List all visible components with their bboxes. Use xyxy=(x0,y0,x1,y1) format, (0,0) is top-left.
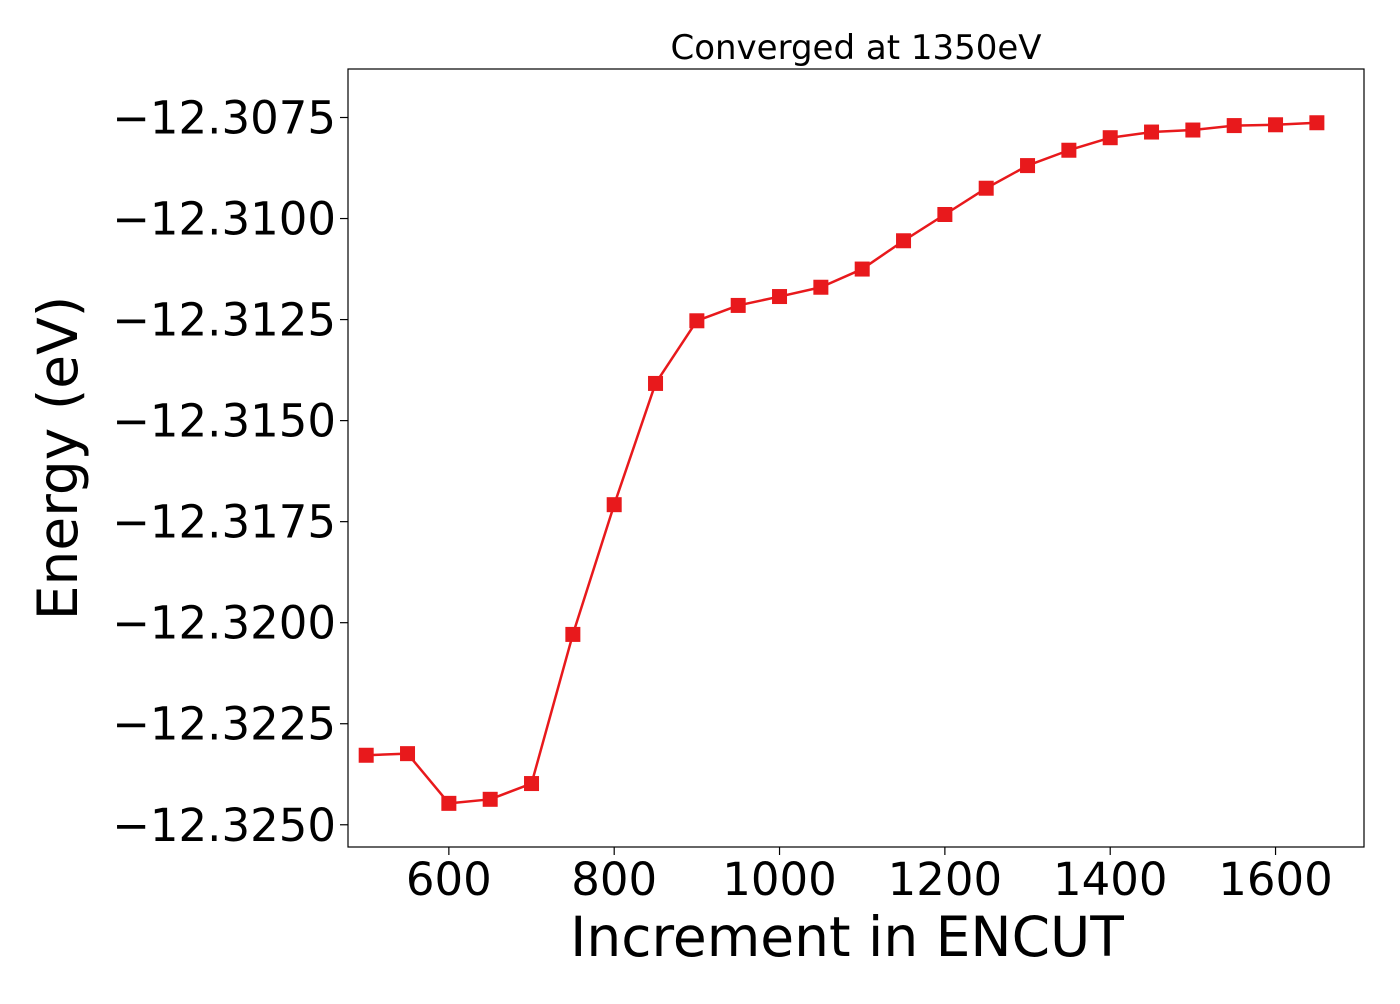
data-point-marker xyxy=(1102,130,1118,146)
data-point-marker xyxy=(772,289,788,305)
data-point-marker xyxy=(400,746,416,762)
y-tick-label: −12.3175 xyxy=(112,496,336,549)
data-point-marker xyxy=(1268,117,1284,133)
data-point-marker xyxy=(1144,124,1160,140)
data-point-marker xyxy=(896,233,912,249)
data-point-marker xyxy=(648,375,664,391)
x-tick-label: 800 xyxy=(571,853,657,906)
plot-frame xyxy=(347,68,1365,848)
x-tick-label: 1400 xyxy=(1053,853,1168,906)
x-tick-label: 1600 xyxy=(1218,853,1333,906)
x-tick-label: 600 xyxy=(406,853,492,906)
y-tick-label: −12.3075 xyxy=(112,91,336,144)
data-point-marker xyxy=(854,261,870,277)
y-tick-label: −12.3150 xyxy=(112,395,336,448)
y-tick-label: −12.3100 xyxy=(112,193,336,246)
chart-title: Converged at 1350eV xyxy=(670,28,1041,68)
data-point-marker xyxy=(565,626,581,642)
data-point-marker xyxy=(482,791,498,807)
data-point-marker xyxy=(1061,142,1077,158)
series-line xyxy=(366,121,1317,805)
data-point-marker xyxy=(524,776,540,792)
data-point-marker xyxy=(1185,122,1201,138)
y-axis-ticks: −12.3075 −12.3100 −12.3125 −12.3150 −12.3175… xyxy=(112,91,348,852)
x-axis-title: Increment in ENCUT xyxy=(570,905,1124,969)
x-tick-label: 1000 xyxy=(722,853,837,906)
y-tick-label: −12.3225 xyxy=(112,698,336,751)
data-point-marker xyxy=(978,180,994,196)
plot-area: 600 800 1000 1200 1400 1600 −12.3075−12.3100−… xyxy=(112,68,1365,906)
data-point-marker xyxy=(689,313,705,329)
series-layer xyxy=(358,115,1325,811)
data-point-marker xyxy=(441,795,457,811)
x-tick-label: 1200 xyxy=(888,853,1003,906)
y-axis-title: Energy (eV) xyxy=(26,296,90,620)
data-point-marker xyxy=(606,497,622,513)
data-point-marker xyxy=(1309,115,1325,131)
data-point-marker xyxy=(730,297,746,313)
data-point-marker xyxy=(1020,158,1036,174)
data-point-marker xyxy=(358,747,374,763)
x-axis-ticks: 600 800 1000 1200 1400 1600 xyxy=(406,847,1333,906)
y-tick-label: −12.3250 xyxy=(112,799,336,852)
data-point-marker xyxy=(1226,118,1242,134)
y-tick-label: −12.3125 xyxy=(112,294,336,347)
data-point-marker xyxy=(813,279,829,295)
data-point-marker xyxy=(937,206,953,222)
y-tick-label: −12.3200 xyxy=(112,597,336,650)
